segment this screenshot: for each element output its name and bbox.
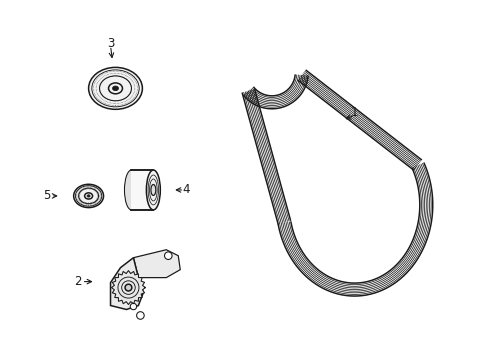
Text: 1: 1 (350, 106, 358, 119)
Bar (131, 170, 153, 210)
Text: 4: 4 (182, 184, 189, 197)
Circle shape (136, 312, 144, 319)
Ellipse shape (74, 184, 103, 208)
Polygon shape (111, 271, 145, 305)
Polygon shape (110, 258, 143, 310)
Ellipse shape (146, 170, 160, 210)
Ellipse shape (112, 86, 118, 91)
Ellipse shape (88, 67, 142, 109)
Text: 5: 5 (43, 189, 50, 202)
Text: 2: 2 (74, 275, 81, 288)
Ellipse shape (151, 184, 156, 195)
Polygon shape (133, 250, 180, 278)
Text: 3: 3 (106, 37, 114, 50)
Circle shape (130, 303, 136, 310)
Circle shape (164, 252, 172, 260)
Ellipse shape (87, 195, 90, 197)
Circle shape (125, 284, 132, 291)
Ellipse shape (124, 170, 138, 210)
